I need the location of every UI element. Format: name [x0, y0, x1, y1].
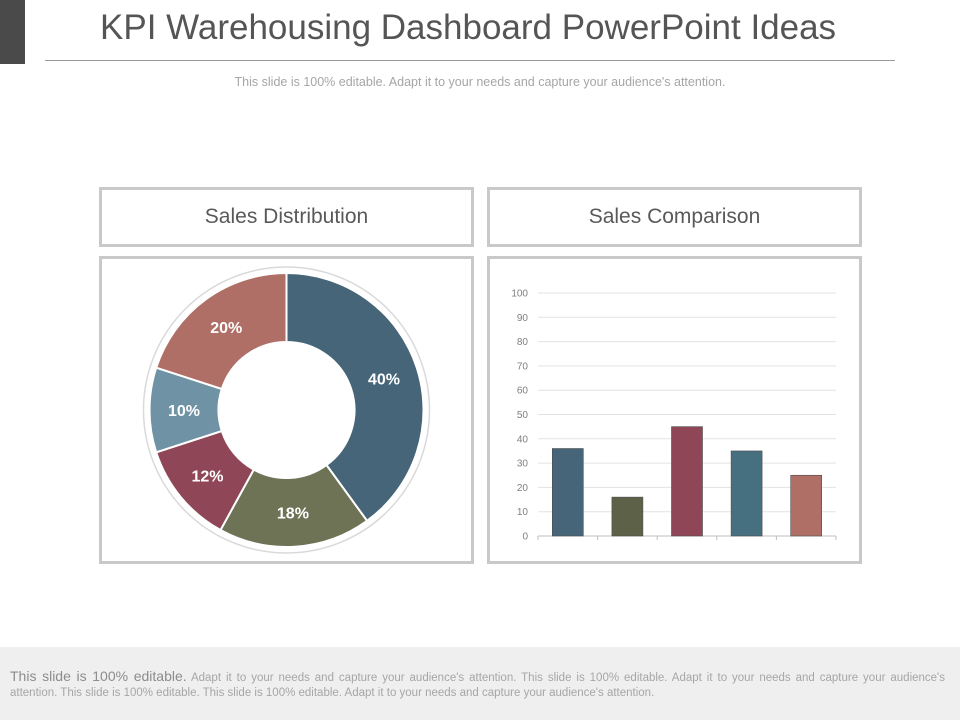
y-tick-label: 0 — [522, 532, 528, 543]
footer-band: This slide is 100% editable. Adapt it to… — [0, 647, 960, 720]
y-tick-label: 100 — [511, 289, 528, 300]
sales-comparison-panel: 0 10 20 30 40 50 60 70 80 90 100 — [487, 256, 862, 564]
sales-distribution-title: Sales Distribution — [204, 205, 369, 228]
donut-slice-label: 12% — [192, 468, 224, 485]
title-divider — [45, 60, 895, 61]
donut-slice — [154, 271, 288, 391]
footer-lead: This slide is 100% editable. — [10, 668, 187, 684]
title-accent-block — [0, 0, 25, 64]
donut-slice-label: 40% — [368, 371, 400, 388]
y-tick-label: 70 — [517, 361, 529, 372]
y-tick-label: 80 — [517, 337, 529, 348]
sales-distribution-panel: 40% 18% 12% 10% 20% — [99, 256, 474, 564]
y-tick-label: 20 — [517, 483, 529, 494]
footer-text: This slide is 100% editable. Adapt it to… — [10, 669, 945, 701]
y-tick-label: 10 — [517, 507, 529, 518]
slide-title: KPI Warehousing Dashboard PowerPoint Ide… — [100, 8, 837, 47]
footer-body: Adapt it to your needs and capture your … — [10, 672, 946, 699]
bar — [730, 450, 763, 537]
bar-chart: 0 10 20 30 40 50 60 70 80 90 100 — [511, 289, 837, 543]
donut-slice-label: 20% — [210, 320, 242, 337]
y-tick-label: 90 — [517, 313, 529, 324]
y-tick-label: 50 — [517, 410, 529, 421]
donut-slice-label: 10% — [168, 403, 200, 420]
bar — [790, 474, 823, 537]
y-tick-label: 30 — [517, 459, 529, 470]
donut-slice-label: 18% — [277, 505, 309, 522]
sales-comparison-header: Sales Comparison — [487, 187, 862, 247]
donut-slice — [285, 271, 425, 523]
donut-chart: 40% 18% 12% 10% 20% — [142, 266, 431, 554]
bar — [551, 448, 584, 537]
bar — [671, 426, 703, 537]
y-tick-label: 40 — [517, 434, 529, 445]
slide-subtitle: This slide is 100% editable. Adapt it to… — [234, 75, 726, 89]
sales-comparison-title: Sales Comparison — [588, 205, 761, 228]
bar — [611, 496, 644, 537]
y-tick-label: 60 — [517, 386, 529, 397]
sales-distribution-header: Sales Distribution — [99, 187, 474, 247]
